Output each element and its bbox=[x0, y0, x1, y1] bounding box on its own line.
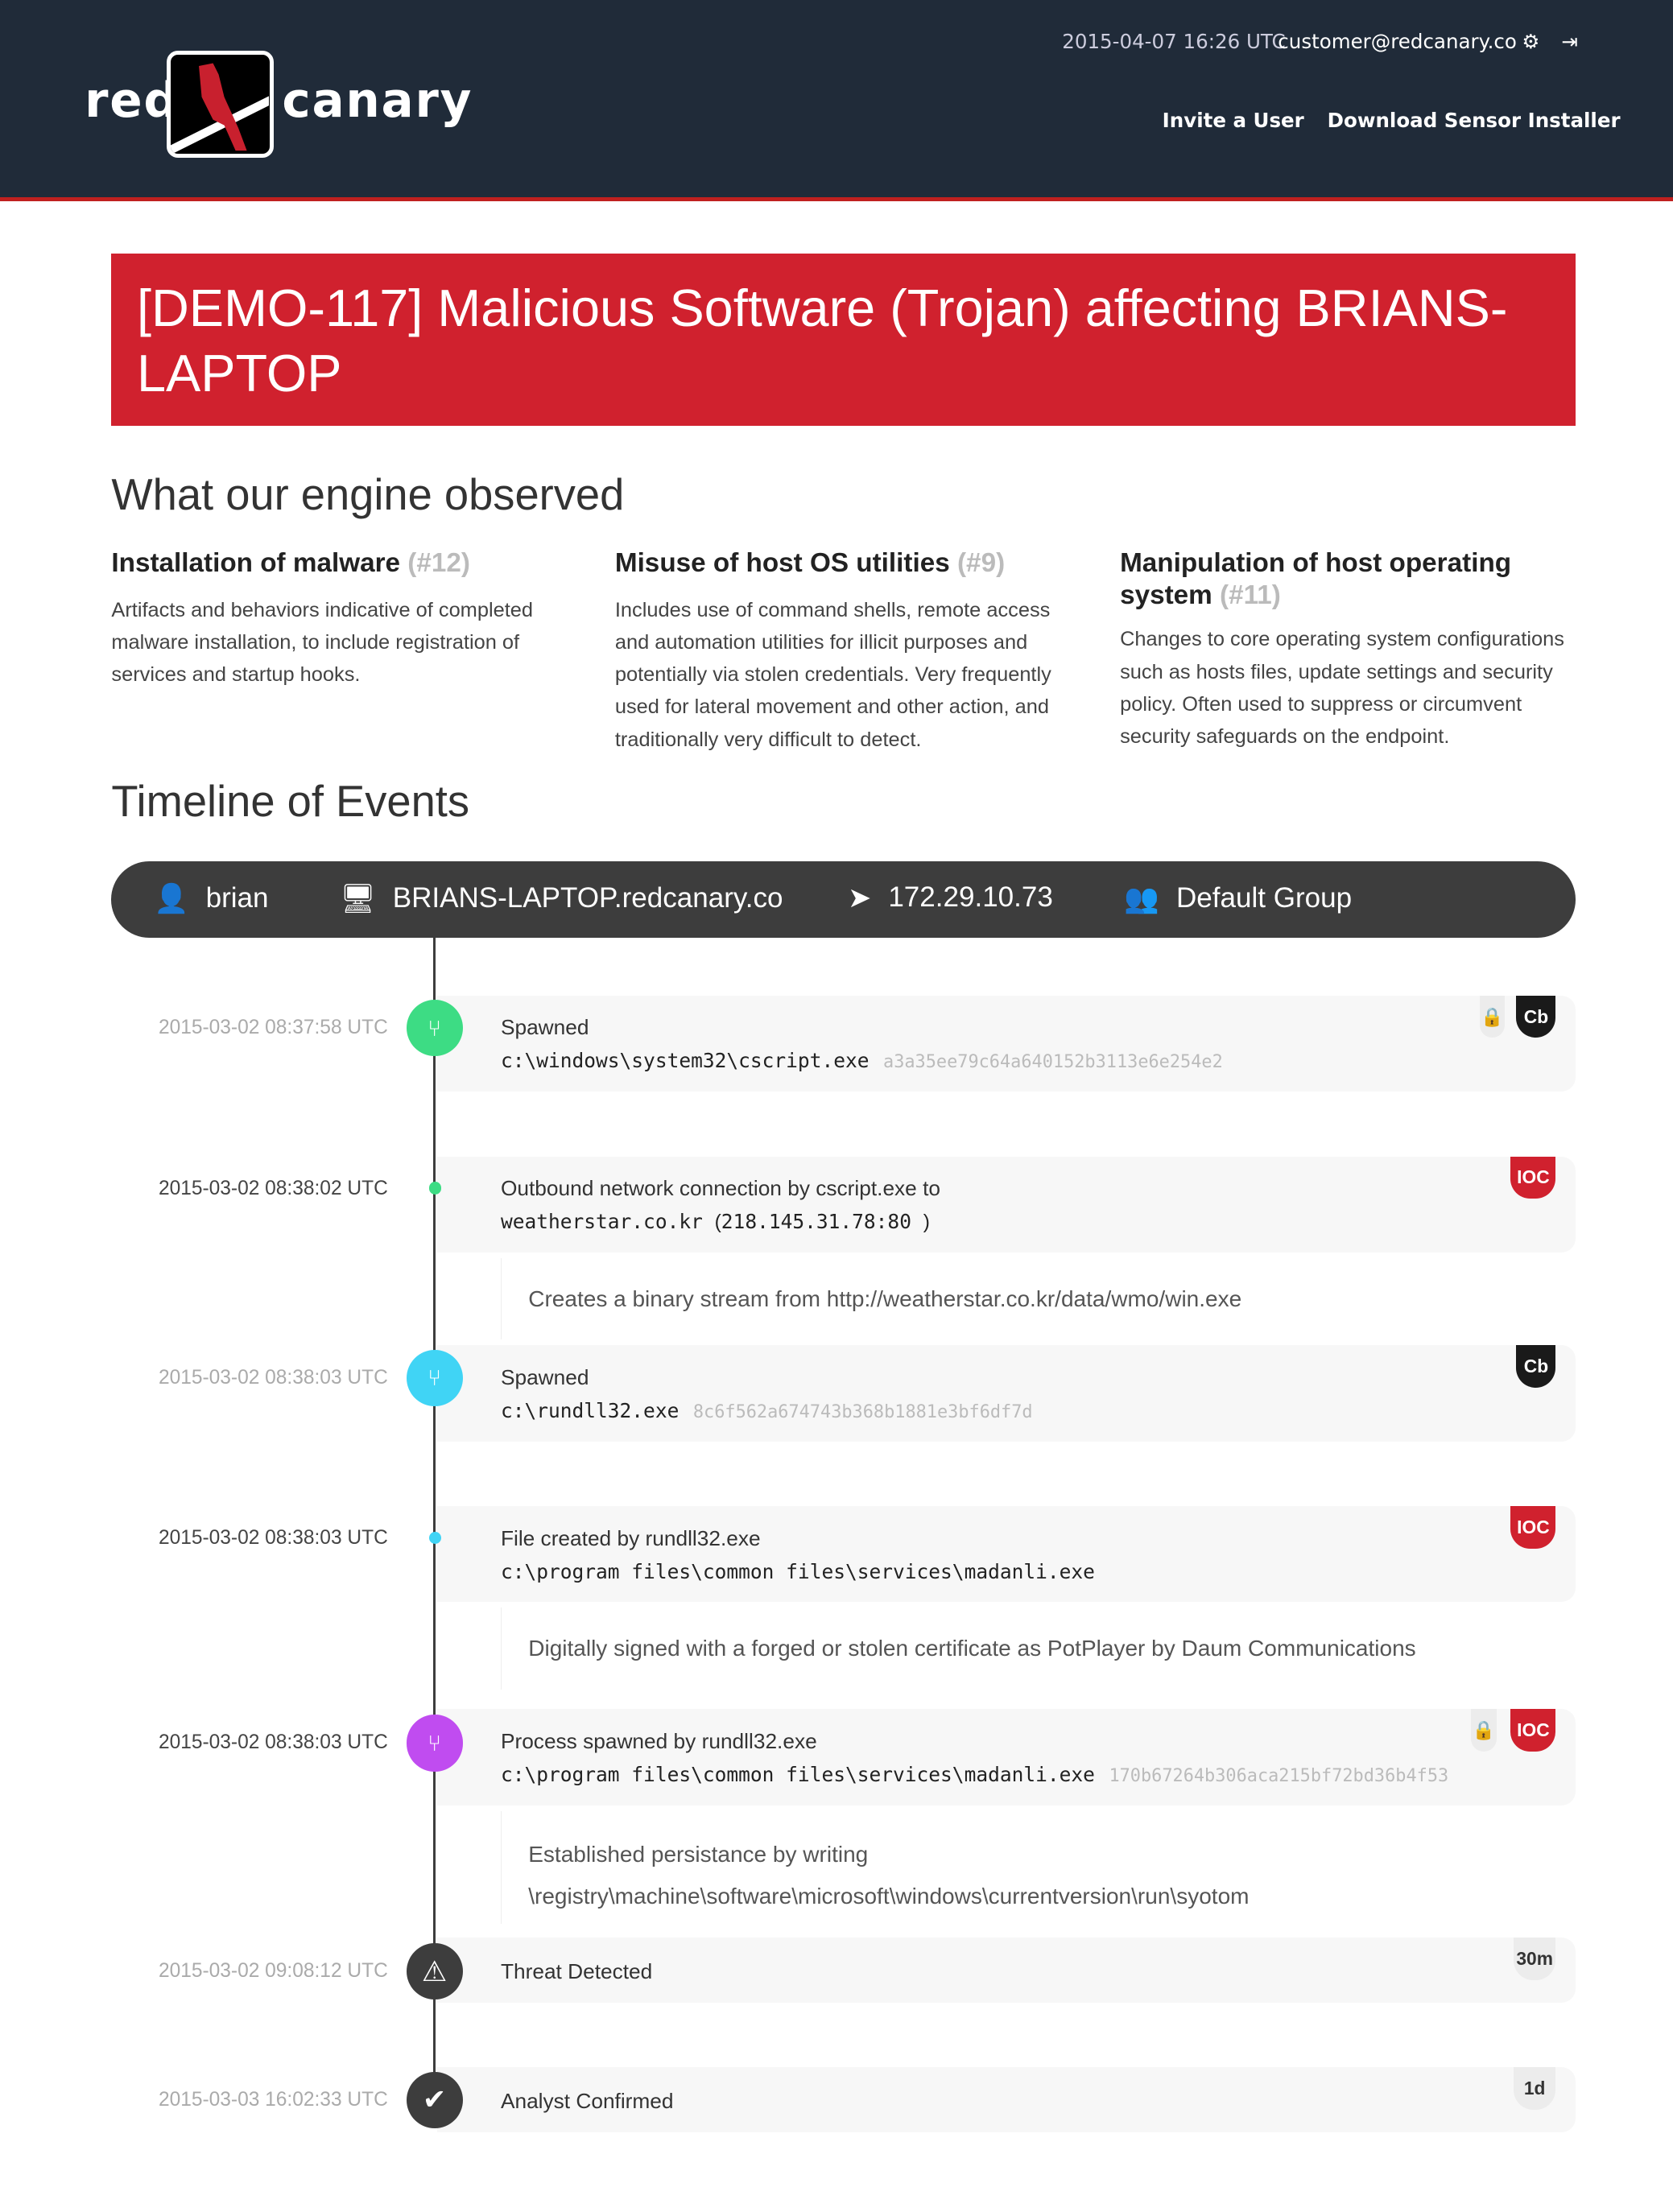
timeline-event[interactable]: Spawned c:\rundll32.exe 8c6f562a674743b36… bbox=[437, 1345, 1576, 1442]
event-hash: 8c6f562a674743b368b1881e3bf6df7d bbox=[692, 1401, 1033, 1422]
ioc-badge: IOC bbox=[1510, 1709, 1556, 1752]
event-time: 2015-03-02 08:37:58 UTC bbox=[158, 1017, 388, 1039]
branch-icon: ⑂ bbox=[406, 1000, 463, 1057]
event-time: 2015-03-03 16:02:33 UTC bbox=[158, 2088, 388, 2111]
logo-text-red: red bbox=[85, 73, 180, 130]
top-header: red canary 2015-04-07 16:26 UTC customer… bbox=[0, 0, 1673, 202]
canary-logo-icon[interactable] bbox=[166, 51, 274, 159]
event-detail: Creates a binary stream from http://weat… bbox=[500, 1257, 1241, 1340]
sign-out-icon[interactable]: ⇥ bbox=[1561, 29, 1578, 53]
group-icon: 👥 bbox=[1124, 882, 1159, 914]
observed-item: Manipulation of host operating system (#… bbox=[1120, 547, 1578, 753]
current-datetime: 2015-04-07 16:26 UTC bbox=[1062, 29, 1286, 53]
location-arrow-icon: ➤ bbox=[847, 881, 872, 914]
lock-icon: 🔒 bbox=[1479, 995, 1506, 1038]
event-dot bbox=[428, 1182, 442, 1195]
event-label: Analyst Confirmed bbox=[500, 2088, 674, 2113]
event-label: Threat Detected bbox=[500, 1958, 653, 1983]
branch-icon: ⑂ bbox=[406, 1715, 463, 1772]
carbon-black-badge: Cb bbox=[1516, 1345, 1556, 1388]
gear-icon[interactable]: ⚙ bbox=[1522, 29, 1540, 53]
observed-title: Manipulation of host operating system bbox=[1120, 547, 1512, 611]
event-path: c:\program files\common files\services\m… bbox=[500, 1559, 1095, 1583]
ioc-badge: IOC bbox=[1510, 1156, 1556, 1199]
lock-icon: 🔒 bbox=[1471, 1709, 1497, 1752]
host-ip[interactable]: 172.29.10.73 bbox=[888, 881, 1053, 914]
event-path: c:\rundll32.exe 8c6f562a674743b368b1881e3… bbox=[500, 1398, 1033, 1422]
desktop-icon: 🖥 bbox=[340, 882, 376, 914]
observed-desc: Includes use of command shells, remote a… bbox=[614, 598, 1051, 751]
event-address: 218.145.31.78:80 bbox=[721, 1210, 911, 1234]
event-time: 2015-03-02 08:38:03 UTC bbox=[158, 1527, 388, 1550]
observed-item: Misuse of host OS utilities (#9) Includes… bbox=[615, 547, 1073, 756]
event-label: Spawned bbox=[500, 1364, 589, 1389]
observed-ref: (#11) bbox=[1220, 580, 1281, 611]
host-info-bar: 👤 brian 🖥 BRIANS-LAPTOP.redcanary.co ➤ 172.… bbox=[111, 861, 1576, 939]
observed-item: Installation of malware (#12) Artifacts a… bbox=[111, 547, 569, 691]
event-time: 2015-03-02 08:38:03 UTC bbox=[158, 1366, 388, 1389]
event-detail: Digitally signed with a forged or stolen… bbox=[500, 1607, 1416, 1690]
carbon-black-badge: Cb bbox=[1516, 995, 1556, 1038]
observed-heading: What our engine observed bbox=[111, 470, 625, 520]
ioc-badge: IOC bbox=[1510, 1506, 1556, 1549]
observed-desc: Artifacts and behaviors indicative of co… bbox=[111, 598, 534, 687]
event-detail-line: Established persistance by writing bbox=[528, 1841, 869, 1867]
elapsed-badge: 30m bbox=[1513, 1938, 1556, 1980]
user-icon: 👤 bbox=[153, 882, 189, 914]
timeline-event[interactable]: Analyst Confirmed 1d bbox=[437, 2067, 1576, 2132]
elapsed-badge: 1d bbox=[1513, 2067, 1556, 2110]
warning-icon: ⚠ bbox=[406, 1943, 463, 2000]
timeline-line bbox=[432, 938, 436, 2109]
download-sensor-link[interactable]: Download Sensor Installer bbox=[1327, 108, 1621, 132]
event-label: Process spawned by rundll32.exe bbox=[500, 1728, 817, 1753]
event-time: 2015-03-02 08:38:02 UTC bbox=[158, 1177, 388, 1199]
timeline-event[interactable]: Threat Detected 30m bbox=[437, 1938, 1576, 2003]
event-dot bbox=[428, 1531, 442, 1545]
observed-ref: (#12) bbox=[407, 547, 470, 578]
invite-user-link[interactable]: Invite a User bbox=[1162, 108, 1304, 132]
timeline-event[interactable]: Outbound network connection by cscript.e… bbox=[437, 1156, 1576, 1253]
detection-title: [DEMO-117] Malicious Software (Trojan) a… bbox=[111, 254, 1576, 427]
event-detail-line: \registry\machine\software\microsoft\win… bbox=[528, 1884, 1250, 1909]
event-hash: 170b67264b306aca215bf72bd36b4f53 bbox=[1109, 1765, 1449, 1786]
observed-title: Installation of malware bbox=[111, 547, 401, 578]
event-time: 2015-03-02 09:08:12 UTC bbox=[158, 1960, 388, 1983]
host-group[interactable]: Default Group bbox=[1175, 881, 1353, 914]
event-time: 2015-03-02 08:38:03 UTC bbox=[158, 1731, 388, 1754]
event-label: File created by rundll32.exe bbox=[500, 1525, 761, 1550]
timeline-event[interactable]: File created by rundll32.exe c:\program … bbox=[437, 1506, 1576, 1603]
observed-title: Misuse of host OS utilities bbox=[614, 547, 950, 578]
event-path: c:\program files\common files\services\m… bbox=[500, 1762, 1449, 1786]
timeline-event[interactable]: Process spawned by rundll32.exe c:\progr… bbox=[437, 1709, 1576, 1806]
observed-ref: (#9) bbox=[956, 547, 1006, 578]
event-path: c:\windows\system32\cscript.exe a3a35ee79… bbox=[500, 1049, 1223, 1073]
timeline-event[interactable]: Spawned c:\windows\system32\cscript.exe a… bbox=[437, 995, 1576, 1092]
event-label: Spawned bbox=[500, 1015, 589, 1040]
host-name[interactable]: BRIANS-LAPTOP.redcanary.co bbox=[392, 881, 783, 914]
event-label: Outbound network connection by cscript.e… bbox=[500, 1176, 940, 1201]
event-hash: a3a35ee79c64a640152b3113e6e254e2 bbox=[883, 1052, 1223, 1073]
event-detail: Established persistance by writing \regis… bbox=[500, 1810, 1250, 1924]
user-email-link[interactable]: customer@redcanary.co bbox=[1278, 29, 1517, 53]
event-path: weatherstar.co.kr (218.145.31.78:80 ) bbox=[500, 1210, 930, 1234]
observed-desc: Changes to core operating system configu… bbox=[1120, 628, 1564, 749]
host-user[interactable]: brian bbox=[205, 881, 269, 914]
check-icon: ✔ bbox=[406, 2071, 463, 2128]
logo-text-canary: canary bbox=[282, 73, 473, 130]
timeline-heading: Timeline of Events bbox=[111, 776, 470, 826]
branch-icon: ⑂ bbox=[406, 1349, 463, 1406]
